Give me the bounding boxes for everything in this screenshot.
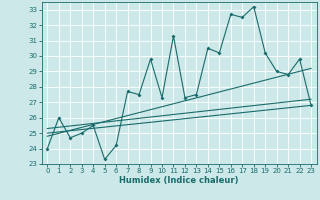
X-axis label: Humidex (Indice chaleur): Humidex (Indice chaleur) [119, 176, 239, 185]
